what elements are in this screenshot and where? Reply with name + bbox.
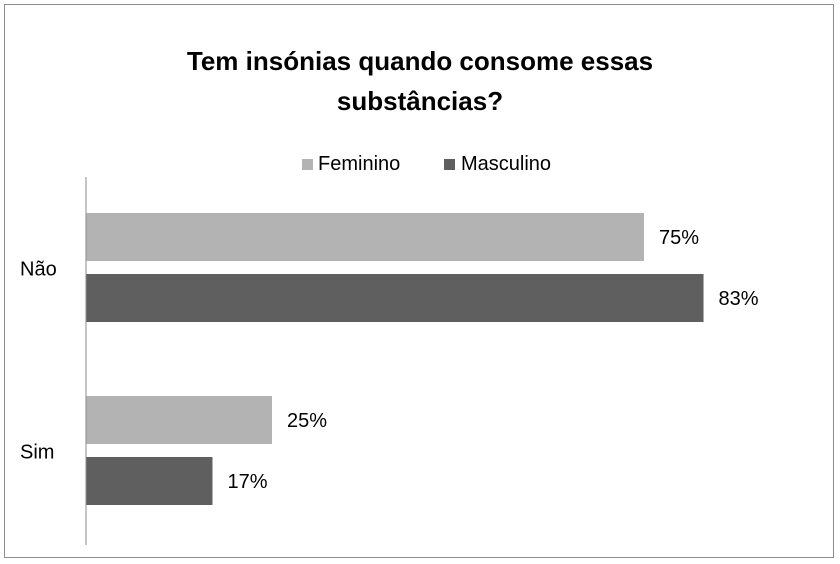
category-label-0: Não	[20, 259, 57, 281]
category-label-1: Sim	[20, 442, 54, 464]
legend-label-masculino: Masculino	[461, 153, 551, 175]
data-label-feminino-0: 75%	[659, 227, 699, 249]
legend-swatch-masculino	[444, 159, 455, 170]
data-label-masculino-1: 17%	[227, 471, 267, 493]
data-label-masculino-0: 83%	[719, 288, 759, 310]
chart-title-line-2: substâncias?	[336, 86, 504, 116]
legend-swatch-feminino	[302, 159, 313, 170]
bar-feminino-0	[86, 213, 644, 261]
chart-title: Tem insónias quando consome essas substâ…	[5, 41, 835, 121]
bar-masculino-0	[86, 274, 704, 322]
bar-feminino-1	[86, 396, 272, 444]
bar-masculino-1	[86, 457, 213, 505]
chart-title-line-1: Tem insónias quando consome essas	[186, 46, 654, 76]
data-label-feminino-1: 25%	[287, 410, 327, 432]
legend-label-feminino: Feminino	[318, 153, 400, 175]
